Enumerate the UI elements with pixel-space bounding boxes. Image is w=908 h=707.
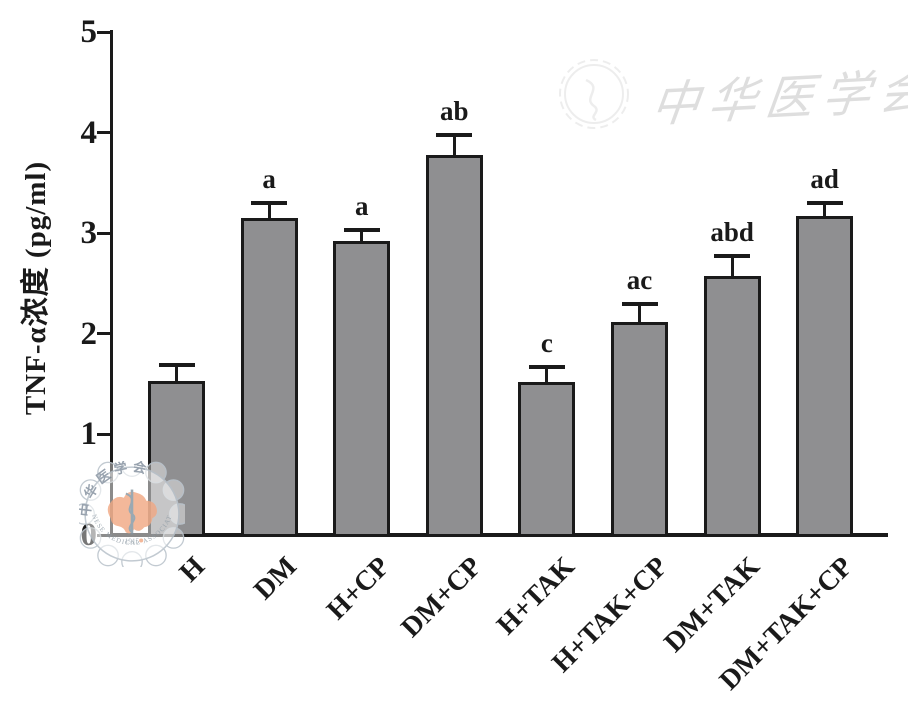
error-bar-cap [621,301,658,306]
y-tick-label: 0 [80,517,98,553]
error-bar-stem [638,303,641,322]
error-bar-stem [267,203,271,219]
error-bar-cap [436,132,473,137]
sig-label: abd [710,217,754,248]
sig-label: ad [810,164,839,195]
sig-label: a [354,191,369,222]
error-bar-stem [175,364,178,382]
y-tick-label: 4 [80,114,98,151]
cma-watermark-text: 中华医学会 [648,64,908,133]
error-bar-cap [158,362,195,367]
sig-label: ac [626,264,653,295]
error-bar-stem [823,203,827,217]
y-tick-mark [97,332,112,336]
bar [240,218,298,537]
y-tick-label: 1 [80,416,98,453]
y-tick-mark [97,30,112,34]
sig-label: c [540,327,553,358]
bar [425,154,483,537]
error-bar-cap [343,228,380,233]
badge-top-text: 中华医学会 [79,461,152,517]
y-axis-title: TNF-α浓度 (pg/ml) [20,160,52,416]
badge-year: 1915 [125,538,140,546]
y-tick-mark [97,131,112,135]
error-bar-cap [806,201,843,206]
bar [333,241,391,537]
error-bar-stem [545,366,549,383]
y-tick-label: 2 [80,315,98,352]
error-bar-stem [730,256,734,277]
error-bar-cap [714,254,751,259]
x-axis-line [110,533,888,537]
y-tick-label: 5 [80,14,98,50]
bar [703,276,761,537]
error-bar-stem [360,230,364,242]
bar [148,381,205,537]
y-tick-label: 3 [80,215,98,252]
sig-label: ab [440,95,469,126]
bar [518,382,576,537]
bar [611,321,668,537]
y-tick-mark [97,533,112,537]
cma-watermark: 中华医学会 [556,48,908,148]
bar [796,216,854,537]
cma-seal-faint-icon [559,59,629,129]
y-axis-line [110,30,113,537]
error-bar-stem [452,134,456,155]
y-tick-mark [97,231,112,235]
asclepius-staff-icon [125,489,136,535]
hainan-dot [139,538,144,543]
error-bar-cap [528,364,565,369]
sig-label: a [262,164,276,195]
y-tick-mark [97,432,112,436]
error-bar-cap [251,201,288,206]
